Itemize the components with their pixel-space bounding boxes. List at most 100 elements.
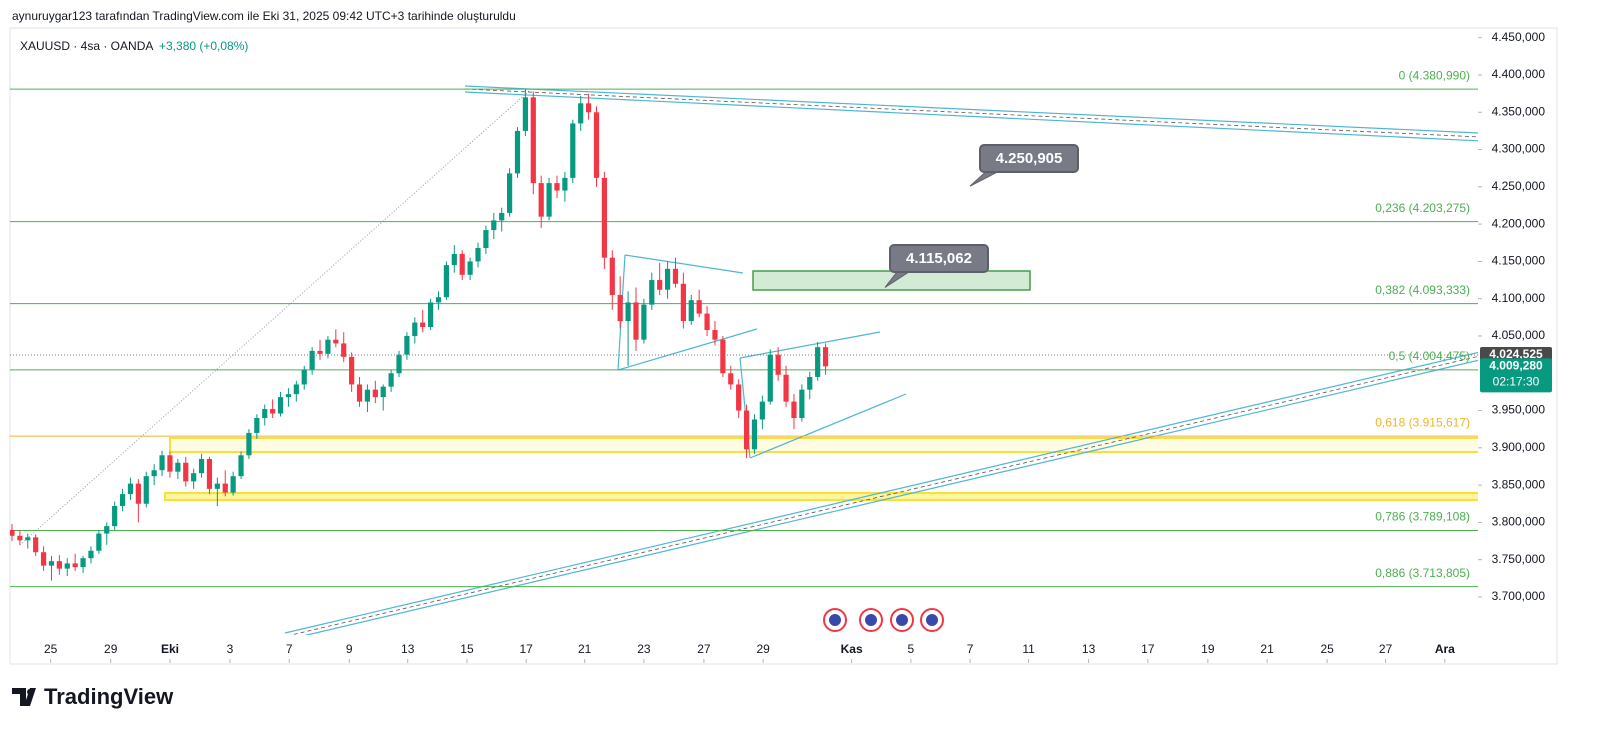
price-tag: [1480, 358, 1552, 393]
candle-body: [743, 410, 750, 450]
x-tick-label: 11: [1022, 642, 1035, 656]
candle-body: [388, 373, 394, 387]
candle-body: [333, 339, 339, 344]
candle-body: [317, 350, 323, 354]
x-tick-label: 17: [520, 642, 534, 656]
x-tick-label: Eki: [161, 642, 179, 656]
price-tag-timer: 02:17:30: [1493, 375, 1540, 389]
candle-body: [609, 257, 615, 295]
candle-body: [514, 130, 521, 174]
y-tick-label: 3.850,000: [1492, 477, 1546, 491]
candle-body: [293, 384, 299, 395]
candle-body: [72, 563, 78, 568]
candle-body: [112, 505, 118, 527]
callout-box: [979, 144, 1079, 173]
candle-body: [40, 552, 47, 566]
x-tick-label: 21: [1260, 642, 1274, 656]
candle-body: [198, 459, 205, 474]
candle-body: [325, 339, 331, 354]
candle-body: [17, 535, 23, 541]
fib-label: 0 (4.380,990): [1399, 68, 1470, 82]
candle-body: [815, 347, 821, 377]
candle-body: [151, 470, 157, 477]
y-tick-label: 4.150,000: [1492, 254, 1546, 268]
candle-body: [546, 183, 552, 217]
candle-body: [104, 526, 110, 534]
x-tick-label: 25: [1320, 642, 1334, 656]
candle-body: [554, 183, 560, 191]
logo-text: TradingView: [44, 684, 174, 709]
candle-body: [751, 419, 758, 450]
plot: [10, 85, 1478, 635]
callout-label: 4.250,905: [996, 150, 1063, 167]
y-tick-label: 4.250,000: [1492, 179, 1546, 193]
candle-body: [159, 455, 165, 471]
candle-body: [499, 212, 505, 221]
fib-label: 0,786 (3.789,108): [1375, 510, 1470, 524]
candle-body: [143, 476, 149, 504]
candle-body: [562, 177, 568, 191]
candle-body: [33, 537, 39, 553]
candle-body: [380, 386, 386, 398]
callout-label: 4.115,062: [906, 250, 972, 267]
candle-body: [443, 265, 450, 298]
price-tag-label: 4.024,525: [1489, 347, 1543, 361]
candle-body: [688, 300, 694, 322]
candle-body: [309, 350, 315, 370]
candle-body: [285, 394, 292, 398]
fib-label: 0,618 (3.915,617): [1375, 415, 1470, 429]
candle-body: [680, 283, 686, 322]
x-tick-label: 25: [44, 642, 58, 656]
candle-body: [791, 401, 797, 419]
candle-body: [712, 330, 718, 340]
candle-body: [483, 230, 489, 248]
x-tick-label: 7: [967, 642, 974, 656]
candle-body: [412, 322, 418, 336]
candle-body: [775, 354, 781, 375]
y-tick-label: 4.100,000: [1492, 291, 1546, 305]
candle-body: [191, 473, 197, 482]
candle-body: [759, 401, 765, 420]
x-tick-label: 7: [286, 642, 293, 656]
candle-body: [364, 389, 371, 402]
x-tick-label: 13: [1082, 642, 1096, 656]
candle-body: [10, 529, 15, 536]
callout-box: [889, 244, 989, 273]
x-tick-label: 27: [1379, 642, 1393, 656]
candle-body: [270, 409, 276, 414]
x-tick-label: 19: [1201, 642, 1215, 656]
candle-body: [135, 483, 141, 504]
candle-body: [522, 97, 528, 131]
frame: [9, 27, 1558, 665]
candle-body: [372, 389, 378, 398]
candle-body: [214, 483, 220, 489]
x-tick-label: 17: [1141, 642, 1155, 656]
candle-body: [119, 494, 126, 506]
y-tick-label: 3.900,000: [1492, 440, 1546, 454]
candle-body: [578, 103, 584, 124]
x-tick-label: 13: [401, 642, 415, 656]
candle-body: [720, 339, 726, 374]
candle-body: [356, 384, 363, 402]
x-tick-label: 9: [346, 642, 353, 656]
x-tick-label: 5: [908, 642, 915, 656]
candle-body: [277, 397, 284, 414]
candle-body: [420, 322, 426, 328]
candle-body: [262, 409, 268, 419]
candle-body: [672, 268, 679, 284]
candle-body: [601, 177, 607, 258]
candle-body: [396, 354, 402, 374]
candle-body: [341, 343, 347, 357]
candle-body: [230, 476, 236, 493]
x-tick-label: Ara: [1435, 642, 1455, 656]
candle-body: [822, 347, 829, 367]
candle-body: [167, 455, 173, 472]
candle-body: [507, 173, 513, 213]
x-tick-label: 29: [756, 642, 770, 656]
candle-body: [64, 563, 70, 569]
fib-label: 0,382 (4.093,333): [1375, 283, 1470, 297]
y-tick-label: 4.050,000: [1492, 328, 1546, 342]
candle-body: [80, 558, 86, 568]
